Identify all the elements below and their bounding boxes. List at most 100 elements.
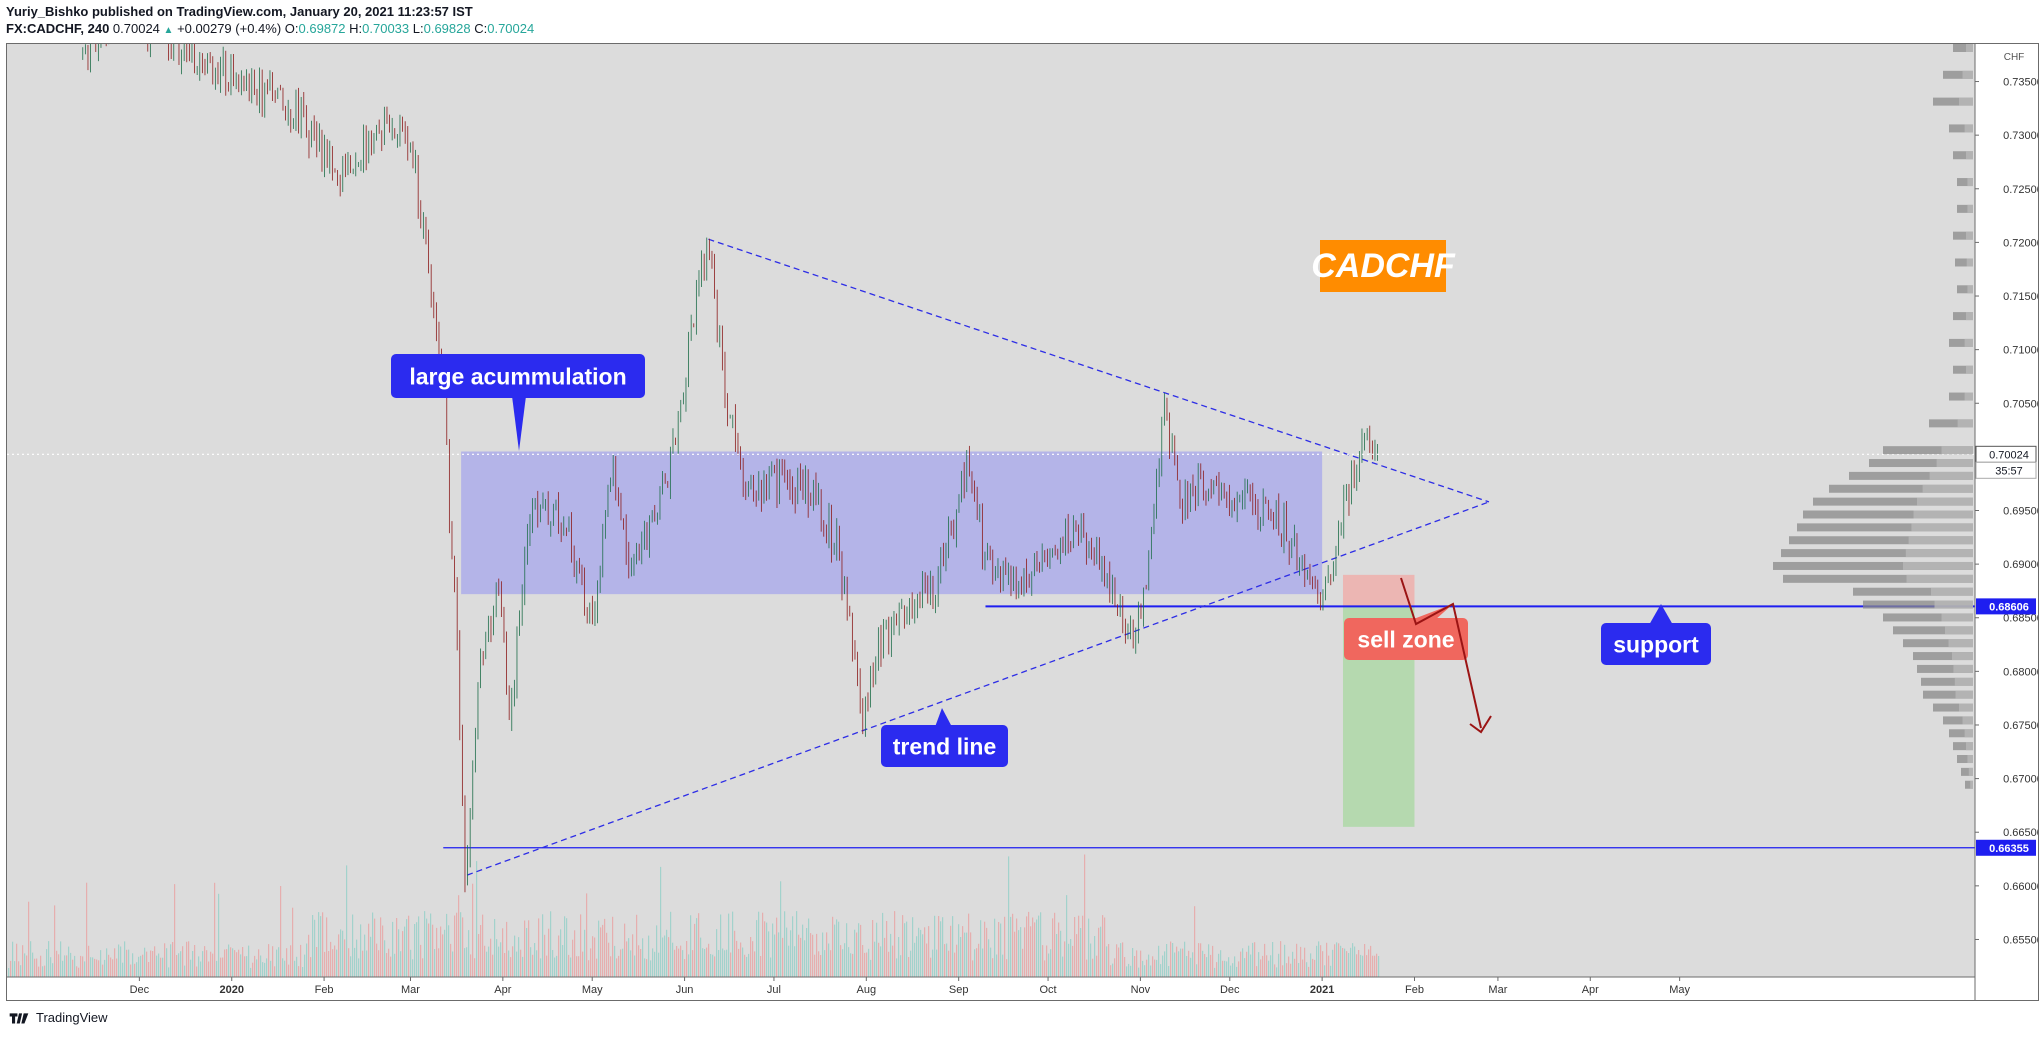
volume-bar bbox=[64, 955, 66, 977]
volume-bar bbox=[834, 924, 836, 977]
volume-profile-bar-highlight bbox=[1966, 44, 1973, 52]
volume-bar bbox=[872, 920, 874, 977]
volume-bar bbox=[262, 962, 264, 977]
volume-bar bbox=[250, 967, 252, 977]
volume-bar bbox=[646, 959, 648, 977]
volume-bar bbox=[1126, 966, 1128, 977]
volume-bar bbox=[208, 961, 210, 977]
volume-bar bbox=[698, 913, 700, 977]
volume-bar bbox=[120, 946, 122, 977]
volume-bar bbox=[1120, 943, 1122, 977]
chart-frame[interactable]: large acummulation trend line sell zone sup… bbox=[6, 43, 2039, 1001]
footer-brand[interactable]: TradingView bbox=[36, 1010, 108, 1025]
volume-profile-bar bbox=[1953, 742, 1973, 751]
volume-bar bbox=[216, 960, 218, 977]
volume-profile-bar-highlight bbox=[1911, 523, 1973, 532]
volume-bar bbox=[1290, 963, 1292, 977]
volume-bar bbox=[912, 917, 914, 977]
volume-bar bbox=[592, 936, 594, 977]
annotations: large acummulation trend line sell zone sup… bbox=[391, 240, 1711, 767]
volume-profile-bar bbox=[1903, 639, 1973, 648]
volume-bar bbox=[586, 893, 588, 977]
volume-bar bbox=[202, 951, 204, 977]
volume-bar bbox=[390, 956, 392, 977]
volume-bar bbox=[1006, 959, 1008, 977]
volume-bar bbox=[804, 940, 806, 977]
volume-bar bbox=[266, 958, 268, 977]
volume-bar bbox=[298, 966, 300, 977]
volume-bar bbox=[886, 921, 888, 977]
volume-bar bbox=[826, 932, 828, 977]
volume-bar bbox=[388, 948, 390, 977]
volume-bar bbox=[1084, 854, 1086, 977]
volume-profile-bar-highlight bbox=[1968, 767, 1973, 776]
volume-profile-bar bbox=[1813, 497, 1973, 506]
price-chart[interactable]: large acummulation trend line sell zone sup… bbox=[7, 44, 2038, 1000]
volume-bar bbox=[1178, 951, 1180, 977]
volume-bar bbox=[1244, 958, 1246, 977]
volume-bar bbox=[656, 925, 658, 977]
publisher-text: Yuriy_Bishko published on TradingView.co… bbox=[6, 4, 473, 19]
volume-profile-bar bbox=[1953, 365, 1973, 374]
volume-bar bbox=[534, 943, 536, 977]
volume-bar bbox=[220, 957, 222, 977]
volume-bar bbox=[274, 966, 276, 977]
volume-bar bbox=[500, 942, 502, 977]
volume-profile-bar-highlight bbox=[1964, 729, 1973, 738]
volume-bar bbox=[310, 957, 312, 977]
volume-bar bbox=[1216, 962, 1218, 977]
volume-bar bbox=[942, 917, 944, 977]
volume-bar bbox=[1266, 955, 1268, 977]
volume-profile-bar-highlight bbox=[1936, 459, 1973, 468]
sell-arrow-head bbox=[1469, 715, 1492, 734]
volume-bar bbox=[330, 941, 332, 977]
volume-bar bbox=[280, 886, 282, 977]
volume-bar bbox=[620, 949, 622, 977]
volume-bar bbox=[612, 916, 614, 977]
volume-bar bbox=[1066, 895, 1068, 977]
tradingview-logo-icon[interactable] bbox=[8, 1011, 30, 1025]
volume-bar bbox=[156, 955, 158, 977]
volume-bar bbox=[176, 955, 178, 977]
volume-bar bbox=[1176, 946, 1178, 977]
volume-profile-bar bbox=[1957, 755, 1973, 764]
volume-profile-bar bbox=[1965, 780, 1973, 789]
volume-bar bbox=[1080, 928, 1082, 977]
countdown-tag-text: 35:57 bbox=[1995, 465, 2023, 477]
volume-bar bbox=[1314, 959, 1316, 977]
annotation-trend-line-pointer bbox=[935, 708, 952, 727]
volume-bar bbox=[1364, 944, 1366, 977]
volume-bar bbox=[1124, 957, 1126, 977]
volume-bar bbox=[748, 953, 750, 977]
volume-bar bbox=[944, 944, 946, 977]
volume-profile-bar bbox=[1849, 471, 1973, 480]
volume-bar bbox=[468, 930, 470, 977]
volume-bar bbox=[932, 949, 934, 977]
annotation-sell-zone: sell zone bbox=[1344, 604, 1468, 660]
last-price-tag-text: 0.70024 bbox=[1989, 449, 2029, 461]
volume-profile-bar-highlight bbox=[1962, 70, 1973, 79]
volume-bar bbox=[1322, 951, 1324, 977]
volume-bar bbox=[1270, 955, 1272, 977]
volume-bar bbox=[1010, 916, 1012, 977]
volume-bar bbox=[806, 928, 808, 977]
annotation-sell-zone-text: sell zone bbox=[1357, 626, 1454, 652]
volume-bar bbox=[1294, 958, 1296, 977]
volume-bar bbox=[1050, 949, 1052, 977]
volume-bar bbox=[78, 967, 80, 977]
volume-bar bbox=[106, 948, 108, 977]
volume-bar bbox=[14, 961, 16, 977]
volume-profile-bar-highlight bbox=[1922, 484, 1973, 493]
volume-profile-bar-highlight bbox=[1966, 151, 1973, 160]
volume-profile-bar-highlight bbox=[1931, 587, 1973, 596]
volume-bar bbox=[958, 924, 960, 977]
volume-bar bbox=[1254, 942, 1256, 977]
volume-bar bbox=[446, 913, 448, 977]
volume-bar bbox=[770, 957, 772, 977]
volume-bar bbox=[188, 941, 190, 977]
volume-bar bbox=[796, 911, 798, 977]
volume-bar bbox=[954, 952, 956, 977]
